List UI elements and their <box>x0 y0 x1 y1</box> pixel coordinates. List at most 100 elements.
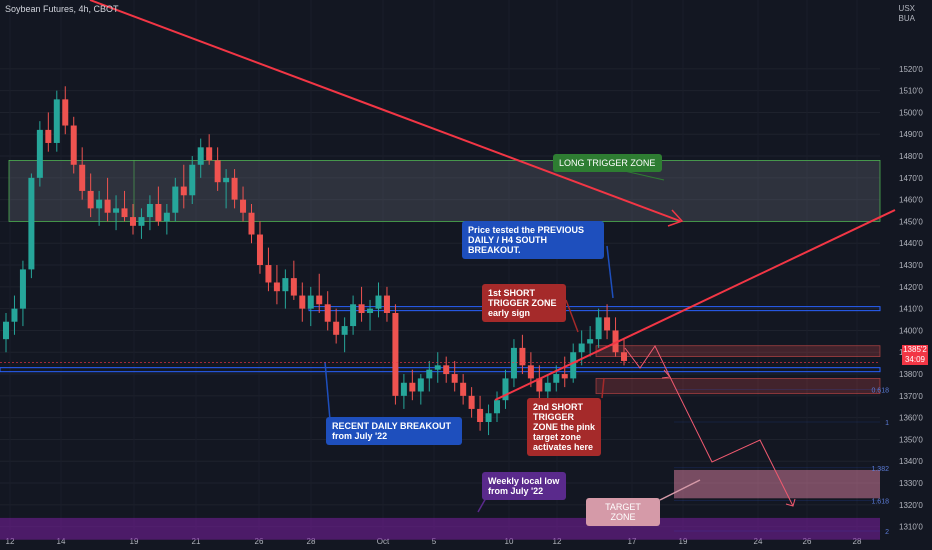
y-tick-label: 1410'0 <box>899 305 923 314</box>
y-tick-label: 1500'0 <box>899 108 923 117</box>
y-tick-label: 1510'0 <box>899 87 923 96</box>
currency-label-line2: BUA <box>898 14 915 23</box>
candle-body <box>163 212 170 222</box>
y-tick-label: 1420'0 <box>899 283 923 292</box>
long-trigger-zone-label: LONG TRIGGER ZONE <box>553 154 662 172</box>
candle-body <box>383 295 390 313</box>
candle-body <box>79 164 86 191</box>
y-tick-label: 1350'0 <box>899 435 923 444</box>
x-tick-label: 26 <box>255 537 264 546</box>
last-price-tag: 1385'2 34:09 <box>902 345 928 365</box>
y-tick-label: 1320'0 <box>899 501 923 510</box>
candle-body <box>231 177 238 200</box>
candle-body <box>324 304 331 322</box>
candle-body <box>443 365 450 375</box>
candle-body <box>451 374 458 383</box>
candle-body <box>536 378 543 392</box>
x-tick-label: 12 <box>6 537 15 546</box>
fib-level-label: 1.618 <box>871 498 889 505</box>
candle-body <box>553 374 560 383</box>
x-tick-label: 14 <box>57 537 66 546</box>
candle-body <box>180 186 187 196</box>
long-trigger-zone <box>8 159 881 222</box>
candle-body <box>307 295 314 309</box>
candle-body <box>434 365 441 370</box>
y-tick-label: 1430'0 <box>899 261 923 270</box>
y-tick-label: 1450'0 <box>899 217 923 226</box>
candle-body <box>248 212 255 235</box>
projected-path-arrow <box>661 369 671 379</box>
target-zone-label: TARGET ZONE <box>586 498 660 526</box>
x-tick-label: 26 <box>803 537 812 546</box>
candle-body <box>45 129 52 143</box>
symbol-title[interactable]: Soybean Futures, 4h, CBOT <box>5 4 119 14</box>
second-short-trigger-zone <box>595 377 881 395</box>
x-tick-label: Oct <box>377 537 390 546</box>
candle-body <box>417 378 424 392</box>
candle-body <box>494 400 501 414</box>
candle-body <box>36 129 43 178</box>
projected-path-arrow <box>785 498 796 507</box>
breakout-level-line <box>308 306 881 312</box>
ascending-trendline <box>494 209 896 401</box>
y-tick-label: 1340'0 <box>899 457 923 466</box>
candle-body <box>197 147 204 165</box>
x-tick-label: 21 <box>192 537 201 546</box>
first-short-trigger-zone <box>595 345 881 358</box>
callout-pointer <box>477 497 487 513</box>
candle-body <box>282 278 289 292</box>
candle-body <box>223 177 230 183</box>
recent-daily-breakout-callout: RECENT DAILY BREAKOUT from July '22 <box>326 417 462 445</box>
y-tick-label: 1370'0 <box>899 392 923 401</box>
candle-body <box>392 313 399 396</box>
x-tick-label: 28 <box>853 537 862 546</box>
candle-body <box>214 160 221 183</box>
candle-body <box>129 217 136 226</box>
candle-body <box>240 199 247 213</box>
candle-body <box>256 234 263 266</box>
x-tick-label: 17 <box>628 537 637 546</box>
candle-body <box>28 177 35 270</box>
y-tick-label: 1440'0 <box>899 239 923 248</box>
weekly-low-callout: Weekly local low from July '22 <box>482 472 566 500</box>
descending-trendline <box>89 0 681 222</box>
candle-body <box>155 204 162 222</box>
y-tick-label: 1400'0 <box>899 326 923 335</box>
trendline-arrowhead <box>667 209 684 227</box>
candle-body <box>375 295 382 309</box>
second-short-trigger-callout: 2nd SHORT TRIGGER ZONE the pink target z… <box>527 398 601 456</box>
x-tick-label: 12 <box>553 537 562 546</box>
candle-body <box>502 378 509 401</box>
x-tick-label: 5 <box>432 537 437 546</box>
y-tick-label: 1460'0 <box>899 196 923 205</box>
candle-body <box>121 208 128 218</box>
y-tick-label: 1520'0 <box>899 65 923 74</box>
candle-body <box>273 282 280 292</box>
candle-body <box>595 317 602 340</box>
candle-body <box>604 317 611 331</box>
x-tick-label: 19 <box>679 537 688 546</box>
fib-level-label: 1 <box>885 420 889 427</box>
candle-body <box>62 99 69 126</box>
candle-body <box>587 339 594 344</box>
callout-pointer <box>601 377 605 399</box>
candle-body <box>578 343 585 353</box>
candle-body <box>53 99 60 143</box>
currency-label-line1: USX <box>898 4 915 13</box>
candle-body <box>527 365 534 379</box>
x-tick-label: 19 <box>130 537 139 546</box>
candle-body <box>104 199 111 213</box>
candle-body <box>3 321 9 340</box>
candle-body <box>333 321 340 335</box>
candle-body <box>612 330 619 353</box>
callout-pointer <box>606 245 614 299</box>
candle-body <box>358 304 365 313</box>
candle-body <box>87 190 94 209</box>
candle-body <box>113 208 120 213</box>
candle-body <box>460 382 467 396</box>
candle-body <box>138 217 145 226</box>
candle-body <box>468 395 475 409</box>
candle-body <box>367 308 374 313</box>
